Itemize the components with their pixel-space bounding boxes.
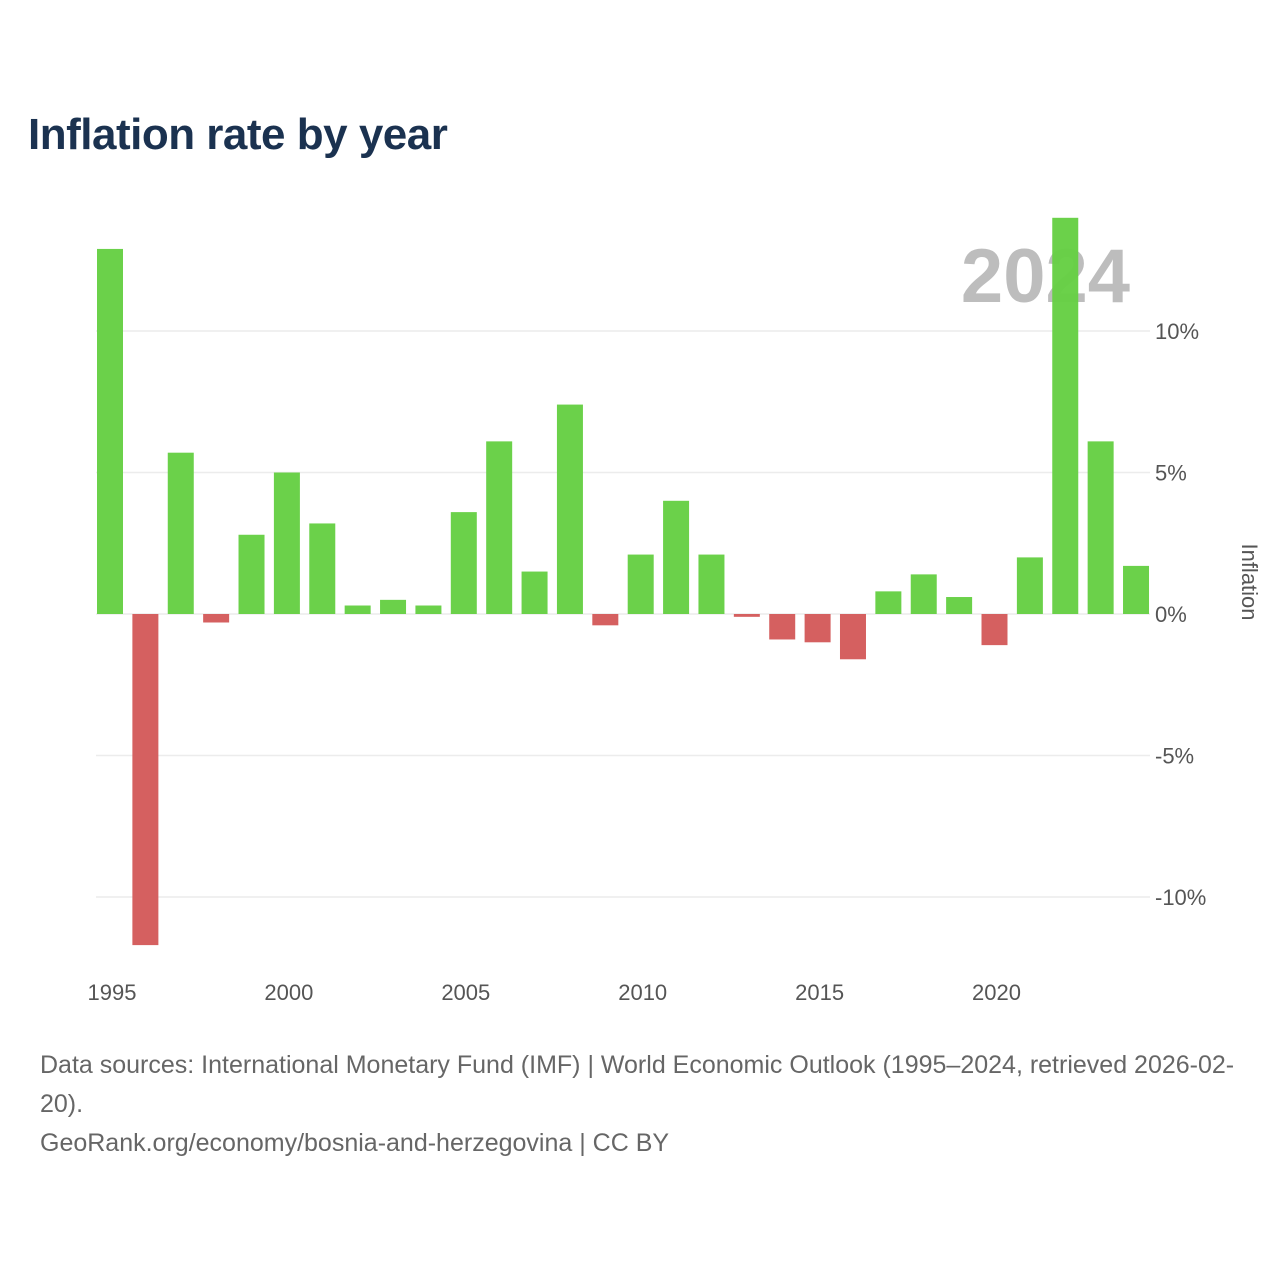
y-tick-label: -10%: [1155, 885, 1206, 910]
bar-2015[interactable]: [804, 614, 831, 643]
bar-2008[interactable]: [556, 404, 583, 614]
attribution-link[interactable]: GeoRank.org/economy/bosnia-and-herzegovi…: [40, 1129, 670, 1157]
y-axis-label: Inflation: [1237, 543, 1262, 620]
y-tick-label: -5%: [1155, 744, 1194, 769]
bar-2000[interactable]: [273, 472, 300, 615]
bar-2024[interactable]: [1123, 565, 1150, 614]
bar-2009[interactable]: [592, 614, 619, 626]
bar-1998[interactable]: [203, 614, 230, 623]
year-watermark: 2024: [961, 234, 1130, 319]
bar-2004[interactable]: [415, 605, 442, 614]
x-tick-label: 2010: [618, 980, 667, 1005]
bar-2022[interactable]: [1052, 217, 1079, 615]
bar-1999[interactable]: [238, 534, 265, 614]
bar-2016[interactable]: [839, 614, 866, 660]
bar-2013[interactable]: [733, 614, 760, 617]
bar-2011[interactable]: [663, 500, 690, 614]
bar-2017[interactable]: [875, 591, 902, 614]
x-tick-label: 1995: [88, 980, 137, 1005]
x-tick-label: 2000: [264, 980, 313, 1005]
bar-2002[interactable]: [344, 605, 371, 614]
bar-1995[interactable]: [97, 248, 123, 614]
y-tick-label: 10%: [1155, 319, 1199, 344]
bar-2012[interactable]: [698, 554, 725, 614]
chart-title: Inflation rate by year: [28, 110, 448, 159]
bar-2003[interactable]: [380, 599, 407, 614]
x-tick-label: 2015: [795, 980, 844, 1005]
y-tick-label: 0%: [1155, 602, 1187, 627]
bar-2014[interactable]: [769, 614, 796, 640]
y-tick-label: 5%: [1155, 461, 1187, 486]
footer: Data sources: International Monetary Fun…: [40, 1046, 1250, 1163]
bar-2020[interactable]: [981, 614, 1008, 646]
bar-2010[interactable]: [627, 554, 654, 614]
bar-2021[interactable]: [1016, 557, 1043, 614]
bar-2005[interactable]: [450, 512, 477, 614]
bar-2023[interactable]: [1087, 441, 1114, 614]
bar-2019[interactable]: [946, 597, 973, 614]
bar-2018[interactable]: [910, 574, 937, 614]
data-sources: Data sources: International Monetary Fun…: [40, 1051, 1235, 1118]
bar-2006[interactable]: [486, 441, 513, 614]
bar-2007[interactable]: [521, 571, 548, 614]
bar-2001[interactable]: [309, 523, 336, 614]
bar-1997[interactable]: [167, 452, 194, 614]
x-tick-label: 2005: [441, 980, 490, 1005]
x-tick-label: 2020: [972, 980, 1021, 1005]
bar-chart: 2024 -10% -5% 0% 5% 10% 1995 2000 2005 2010 2015…: [88, 217, 1262, 1005]
bar-1996[interactable]: [132, 614, 159, 946]
